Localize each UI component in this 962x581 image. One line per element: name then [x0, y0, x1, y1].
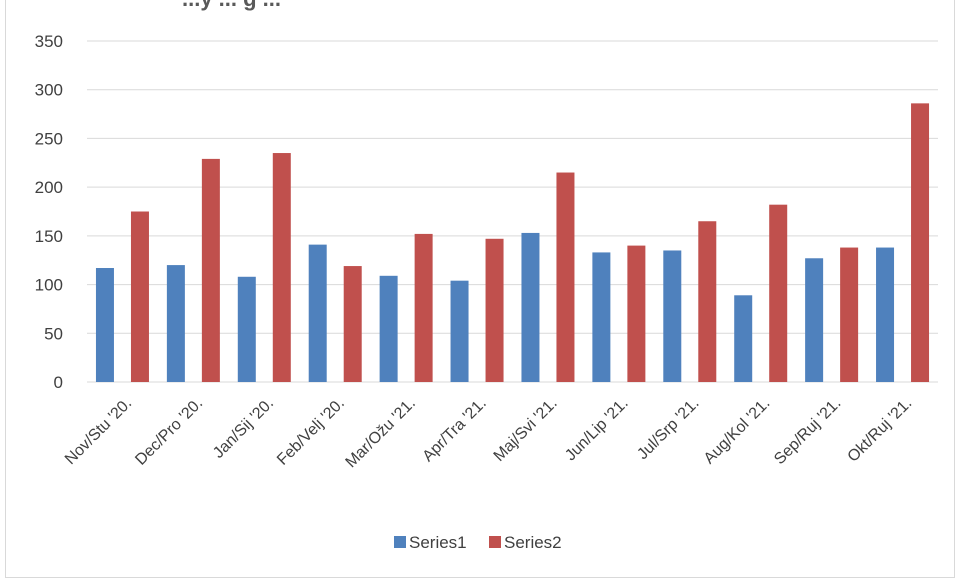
- x-tick-label: Jan/Sij '20.: [210, 395, 277, 462]
- bar-series1-11: [876, 247, 895, 382]
- legend-label-series2: Series2: [504, 533, 562, 552]
- y-tick-label: 350: [35, 32, 63, 51]
- x-tick-label: Okt/Ruj '21.: [845, 395, 916, 466]
- x-tick-label: Aug/Kol '21.: [701, 395, 774, 468]
- x-tick-label: Nov/Stu '20.: [62, 395, 135, 468]
- chart-title-fragment: ...y ... g ...: [182, 0, 281, 12]
- x-tick-label: Mar/Ožu '21.: [343, 395, 419, 471]
- bar-series1-5: [450, 280, 469, 382]
- bar-series1-7: [592, 252, 611, 382]
- bar-series2-10: [840, 247, 859, 382]
- bar-series1-9: [734, 295, 753, 382]
- bar-series1-3: [308, 244, 327, 382]
- y-tick-label: 50: [44, 324, 63, 343]
- x-tick-label: Apr/Tra '21.: [420, 395, 490, 465]
- bar-series1-1: [166, 265, 185, 382]
- bar-series2-0: [130, 211, 149, 382]
- legend-swatch-series1: [394, 536, 406, 548]
- x-tick-label: Jun/Lip '21.: [562, 395, 632, 465]
- x-tick-label: Jul/Srp '21.: [634, 395, 702, 463]
- y-tick-label: 250: [35, 129, 63, 148]
- y-tick-label: 300: [35, 81, 63, 100]
- legend-label-series1: Series1: [409, 533, 467, 552]
- bar-series1-0: [95, 268, 114, 382]
- x-tick-label: Sep/Ruj '21.: [771, 395, 844, 468]
- bar-series2-4: [414, 233, 433, 382]
- bar-series2-6: [556, 172, 575, 382]
- bar-series2-11: [911, 103, 930, 383]
- bar-series1-4: [379, 275, 398, 382]
- chart-frame: ...y ... g ...: [5, 0, 955, 578]
- y-tick-label: 0: [54, 373, 63, 392]
- bar-series2-3: [343, 266, 362, 382]
- bar-series2-8: [698, 221, 717, 382]
- y-tick-label: 200: [35, 178, 63, 197]
- bar-series1-2: [237, 276, 256, 382]
- bar-series2-1: [201, 158, 220, 382]
- bar-series1-8: [663, 250, 682, 382]
- bar-series2-5: [485, 238, 504, 382]
- x-tick-label: Feb/Velj '20.: [274, 395, 348, 469]
- x-tick-label: Maj/Svi '21.: [491, 395, 561, 465]
- bar-series2-7: [627, 245, 646, 382]
- bar-series2-9: [769, 204, 788, 382]
- legend-swatch-series2: [489, 536, 501, 548]
- x-tick-label: Dec/Pro '20.: [132, 395, 206, 469]
- bar-series1-6: [521, 232, 540, 382]
- bar-series2-2: [272, 153, 291, 382]
- y-tick-label: 100: [35, 276, 63, 295]
- y-tick-label: 150: [35, 227, 63, 246]
- bar-series1-10: [805, 258, 824, 382]
